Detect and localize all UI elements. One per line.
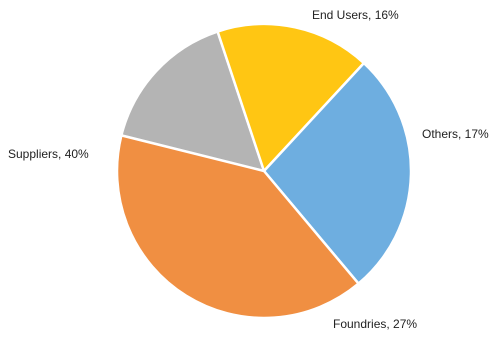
labels-group: End Users, 16% Others, 17% Foundries, 27… <box>8 8 489 331</box>
slice-foundries <box>262 61 413 286</box>
label-end-users: End Users, 16% <box>312 8 399 22</box>
slice-suppliers <box>115 133 361 320</box>
label-suppliers: Suppliers, 40% <box>8 147 89 161</box>
label-foundries: Foundries, 27% <box>333 317 417 331</box>
slices-group <box>115 22 413 320</box>
slice-others <box>216 22 366 174</box>
label-others: Others, 17% <box>422 127 489 141</box>
